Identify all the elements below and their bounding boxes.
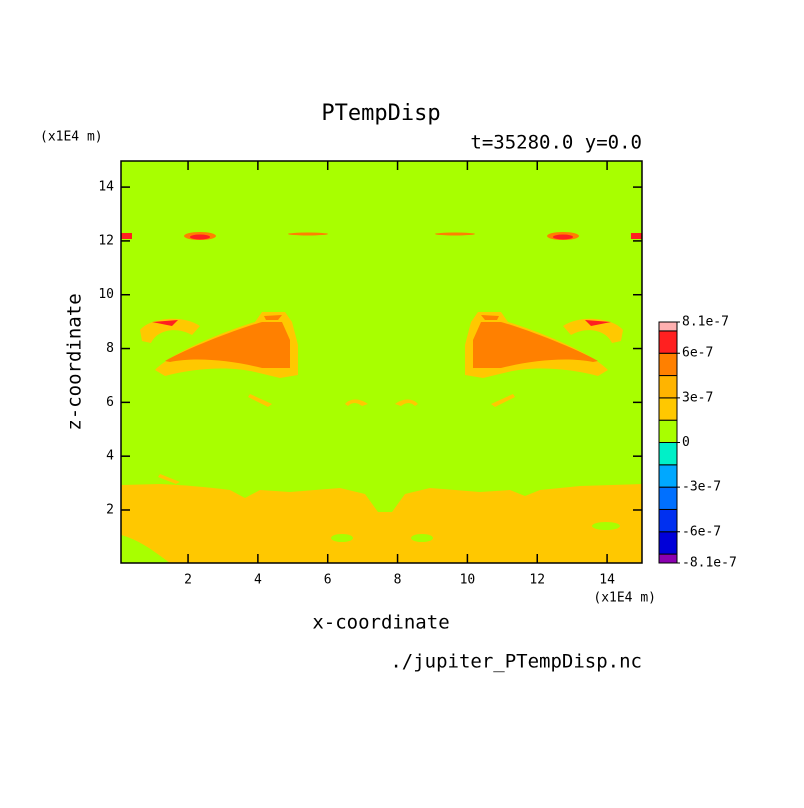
contour-region [248, 394, 272, 407]
plot-frame [120, 160, 643, 564]
colorbar-box [658, 330, 678, 354]
chart-title: PTempDisp [321, 101, 440, 126]
y-tick-label: 14 [98, 180, 114, 195]
y-axis-label: z-coordinate [64, 293, 86, 430]
colorbar-tick-label: 3e-7 [682, 390, 713, 405]
colorbar-box [658, 419, 678, 443]
colorbar-tick-label: -3e-7 [682, 480, 721, 495]
contour-region [411, 534, 433, 542]
axes: 2 4 6 8 10 12 14 2 4 6 8 10 12 14 [98, 161, 642, 588]
y-tick-label: 10 [98, 287, 114, 302]
source-file: ./jupiter_PTempDisp.nc [390, 651, 642, 673]
colorbar-tick-label: 6e-7 [682, 346, 713, 361]
contour-region [288, 232, 328, 236]
colorbar-tick-label: -8.1e-7 [682, 556, 737, 571]
contour-region [152, 320, 178, 326]
contour-region [140, 318, 200, 343]
contour-region [121, 535, 170, 563]
contour-region [165, 322, 290, 368]
y-tick-label: 6 [106, 395, 114, 410]
colorbar-box [658, 486, 678, 510]
y-tick-label: 8 [106, 341, 114, 356]
y-tick-label: 2 [106, 502, 114, 517]
x-tick-label: 4 [254, 573, 262, 588]
x-tick-label: 6 [324, 573, 332, 588]
x-tick-label: 10 [460, 573, 476, 588]
colorbar-box [658, 375, 678, 399]
colorbar-tick-label: 0 [682, 435, 690, 450]
x-tick-label: 8 [394, 573, 402, 588]
colorbar-box [658, 442, 678, 466]
contour-region [592, 522, 620, 530]
x-unit: (x1E4 m) [593, 591, 656, 606]
contour-field [121, 161, 642, 563]
colorbar-box [658, 531, 678, 555]
colorbar-box [658, 508, 678, 533]
contour-region [121, 484, 642, 563]
x-axis-label: x-coordinate [312, 612, 449, 634]
colorbar-tick-label: 8.1e-7 [682, 315, 729, 330]
y-tick-label: 4 [106, 449, 114, 464]
x-tick-label: 14 [599, 573, 615, 588]
contour-region [331, 534, 353, 542]
y-tick-label: 12 [98, 233, 114, 248]
x-tick-label: 2 [184, 573, 192, 588]
colorbar: -8.1e-7 -6e-7 -3e-7 0 3e-7 6e-7 8.1e-7 [658, 315, 737, 571]
colorbar-box [658, 397, 678, 421]
colorbar-box [658, 553, 678, 564]
contour-region [345, 399, 368, 406]
colorbar-box [658, 464, 678, 488]
contour-region [121, 233, 132, 239]
contour-region [190, 234, 210, 240]
contour-half [121, 232, 368, 407]
contour-region [264, 315, 282, 320]
colorbar-box [658, 352, 678, 377]
x-tick-label: 12 [529, 573, 545, 588]
contour-region [158, 474, 180, 484]
y-unit: (x1E4 m) [40, 130, 103, 145]
chart-subtitle: t=35280.0 y=0.0 [470, 132, 642, 154]
colorbar-tick-label: -6e-7 [682, 524, 721, 539]
colorbar-box [658, 321, 678, 332]
